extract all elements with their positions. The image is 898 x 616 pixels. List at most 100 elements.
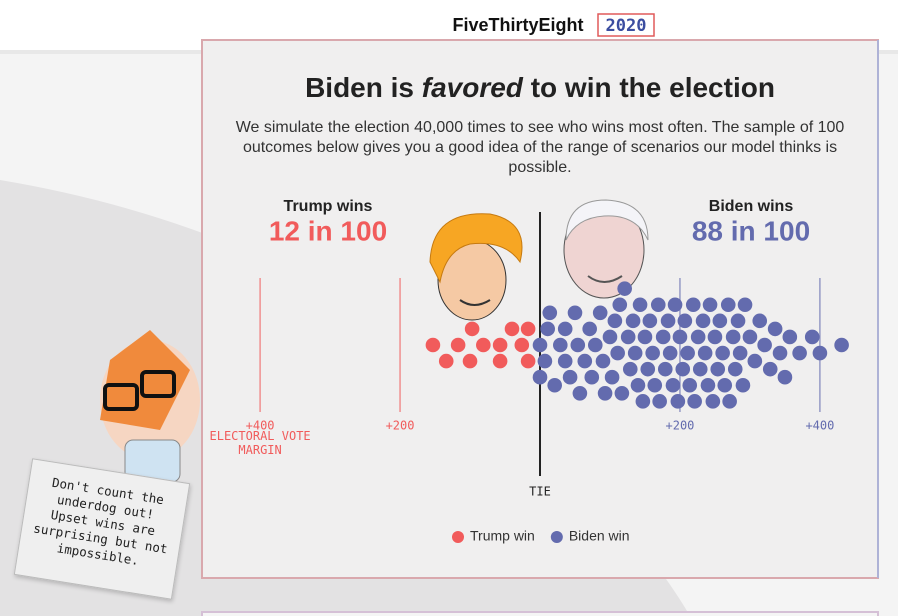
outcome-dot [720,297,736,313]
x-tick-label: +400 [246,419,275,433]
outcome-dot [438,353,454,369]
fox-note: Don't count the underdog out! Upset wins… [13,458,191,600]
outcome-dot [655,329,671,345]
outcome-dot [630,377,646,393]
outcome-dot [672,329,688,345]
trump-mouth [459,299,491,306]
outcome-dot [614,386,630,401]
outcome-dot [562,369,578,385]
fox [100,330,200,483]
outcome-dot [557,353,573,369]
outcome-dot [492,353,508,369]
x-tick-label: +400 [805,419,834,433]
title: Biden is favored to win the election [202,72,878,104]
outcome-dot [692,361,708,377]
outcome-dot [767,321,783,337]
outcome-dot [640,361,656,377]
outcome-dot [532,337,548,353]
outcome-dot [712,313,728,329]
outcome-dot [715,345,730,361]
outcome-dot [514,337,530,353]
right-label: Biden wins [709,198,794,215]
outcome-dot [642,313,658,329]
outcome-dot [700,377,716,393]
outcome-dot [747,353,763,369]
outcome-dot [777,369,793,385]
outcome-dot [685,297,701,313]
outcome-dot [737,297,753,313]
brand[interactable]: FiveThirtyEight [452,15,583,35]
title-part: to win the election [530,72,775,103]
fox-glasses [140,370,176,398]
outcome-dot [567,305,583,321]
outcome-dot [587,337,603,353]
outcome-dot [792,345,807,361]
legend-swatch [452,531,464,543]
outcome-dot [647,377,663,393]
outcome-dot [752,313,768,329]
outcome-dot [660,313,676,329]
legend-label: Biden win [569,528,630,544]
outcome-dot [604,369,620,385]
outcome-dot [617,281,632,296]
year-box [597,13,655,37]
next-card [201,611,879,616]
outcome-dot [620,329,636,345]
title-emphasis: favored [421,72,523,103]
outcome-dot [597,386,613,401]
outcome-dot [650,297,666,313]
left-value: 12 in 100 [269,215,387,246]
outcome-dot [680,345,695,361]
outcome-dot [722,394,737,409]
outcome-dot [450,337,466,353]
trump-hair [429,213,523,284]
x-tick-label: TIE [529,485,551,499]
legend-label: Trump win [470,528,535,544]
outcome-dot [667,297,683,313]
outcome-dot [612,297,628,313]
outcome-dot [705,394,721,409]
outcome-dot [537,353,553,369]
outcome-dot [757,337,772,353]
fox-glasses [103,383,139,411]
outcome-dot [572,386,588,401]
outcome-dot [635,394,651,409]
outcome-dot [602,329,618,345]
fox-head [100,330,190,430]
outcome-dot [730,313,746,329]
outcome-dot [662,345,678,361]
biden-mouth [587,275,623,283]
outcome-dot [697,345,713,361]
outcome-dot [742,329,758,345]
outcome-dot [625,313,641,329]
title-part: Biden is [305,72,414,103]
outcome-dot [727,361,743,377]
outcome-dot [592,305,608,321]
outcome-dot [657,361,673,377]
outcome-dot [622,361,638,377]
outcome-dot [690,329,706,345]
outcome-dot [710,361,726,377]
outcome-dot [584,369,600,385]
outcome-dot [652,394,667,409]
outcome-dot [812,345,828,361]
outcome-dot [520,321,536,337]
x-tick-label: +200 [666,419,695,433]
outcome-dot [735,377,751,393]
outcome-dot [717,377,733,393]
outcome-dot [670,394,686,409]
outcome-dot [607,313,623,329]
x-axis-label-line: MARGIN [238,443,281,457]
outcome-dot [637,329,653,345]
outcome-dot [627,345,643,361]
outcome-dot [476,337,491,353]
outcome-dot [542,305,558,321]
outcome-dot [520,353,536,369]
outcome-dot [782,329,798,345]
x-axis-label: ELECTORAL VOTE MARGIN [210,429,311,457]
outcome-dot [425,337,441,353]
outcome-dot [464,321,480,337]
outcome-dot [695,313,711,329]
outcome-dot [665,377,681,393]
